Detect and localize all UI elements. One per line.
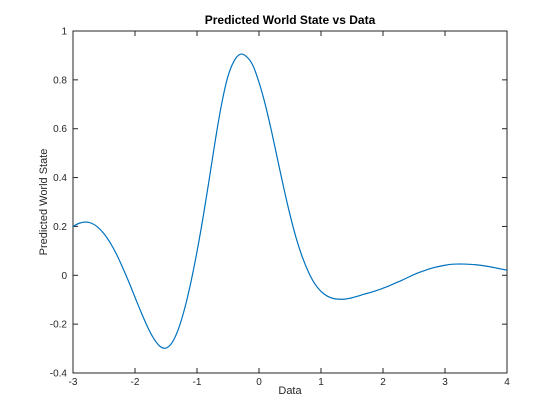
x-tick-label: 1 xyxy=(318,377,324,388)
x-tick-label: -3 xyxy=(69,377,78,388)
y-tick-label: 0.4 xyxy=(53,173,67,184)
y-tick-label: 0.2 xyxy=(53,222,67,233)
y-tick-label: 0.8 xyxy=(53,75,67,86)
plot-area xyxy=(72,30,508,374)
series-line xyxy=(72,53,508,349)
chart-title: Predicted World State vs Data xyxy=(205,13,376,27)
axis-ticks xyxy=(72,30,508,374)
y-tick-label: 1 xyxy=(61,27,67,38)
x-tick-label: 4 xyxy=(504,377,510,388)
y-tick-labels: -0.4 -0.2 0 0.2 0.4 0.6 0.8 1 xyxy=(50,27,68,380)
x-tick-label: -1 xyxy=(193,377,202,388)
y-axis-label: Predicted World State xyxy=(38,149,50,256)
y-tick-label: 0.6 xyxy=(53,124,67,135)
x-tick-label: -2 xyxy=(131,377,140,388)
x-axis-label: Data xyxy=(278,385,302,397)
y-tick-label: 0 xyxy=(61,271,67,282)
x-tick-label: 2 xyxy=(380,377,386,388)
x-tick-labels: -3 -2 -1 0 1 2 3 4 xyxy=(69,377,511,388)
y-tick-label: -0.4 xyxy=(50,369,68,380)
x-tick-label: 0 xyxy=(256,377,262,388)
x-tick-label: 3 xyxy=(442,377,448,388)
plot-frame xyxy=(72,30,508,374)
y-tick-label: -0.2 xyxy=(50,320,68,331)
series-layer xyxy=(72,53,508,349)
